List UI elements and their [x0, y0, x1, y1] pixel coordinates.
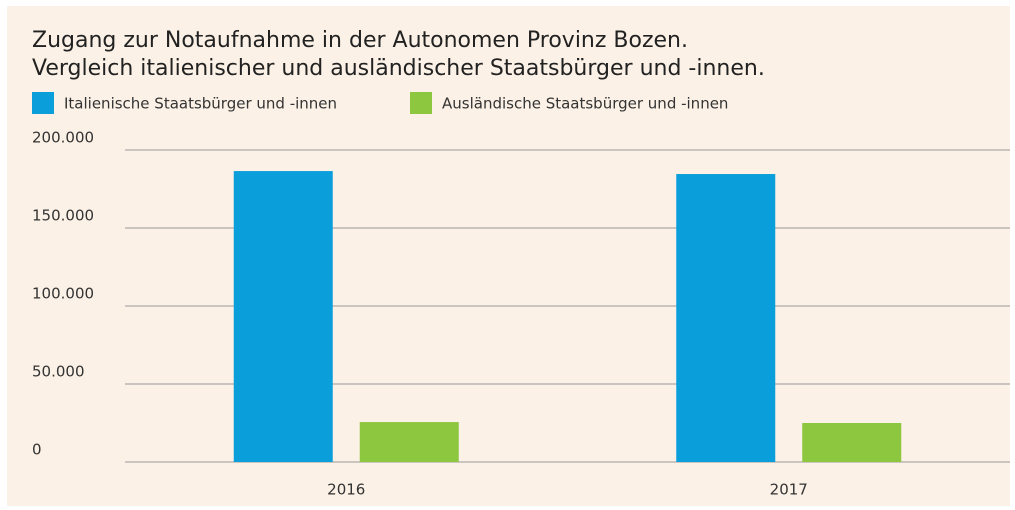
chart-title: Zugang zur Notaufnahme in der Autonomen …: [32, 28, 688, 53]
bar: [359, 422, 459, 462]
bar: [802, 423, 902, 462]
chart-background: [7, 6, 1010, 506]
y-tick-label: 50.000: [32, 363, 85, 381]
chart-title: Vergleich italienischer und ausländische…: [32, 56, 765, 81]
legend-label: Ausländische Staatsbürger und -innen: [442, 95, 728, 113]
y-tick-label: 150.000: [32, 207, 94, 225]
bar: [233, 171, 333, 462]
y-tick-label: 100.000: [32, 285, 94, 303]
x-tick-label: 2017: [770, 481, 808, 499]
bar: [676, 174, 776, 463]
x-tick-label: 2016: [327, 481, 365, 499]
y-tick-label: 200.000: [32, 129, 94, 147]
legend-swatch: [410, 92, 432, 114]
legend-swatch: [32, 92, 54, 114]
legend-label: Italienische Staatsbürger und -innen: [64, 95, 337, 113]
y-tick-label: 0: [32, 441, 42, 459]
